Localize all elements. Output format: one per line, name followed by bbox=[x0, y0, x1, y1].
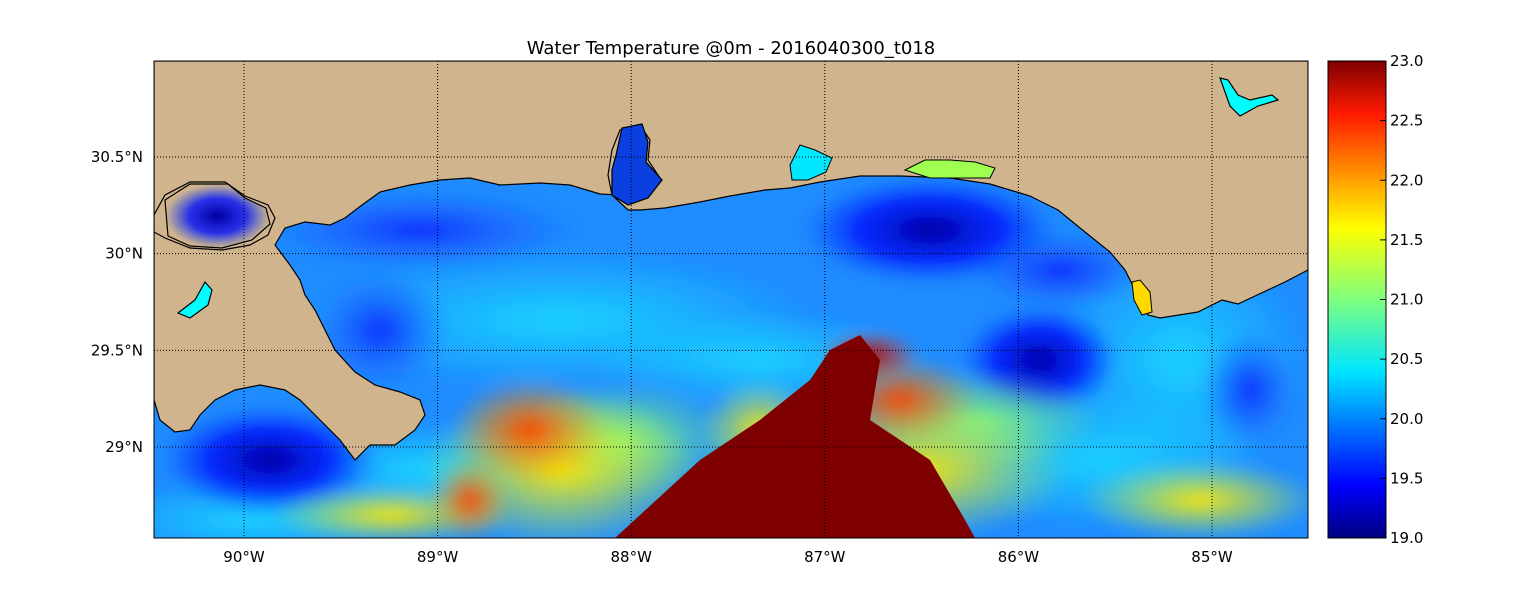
bay-east bbox=[789, 144, 833, 181]
longitude-tick-label: 87°W bbox=[804, 548, 846, 566]
mobile-bay bbox=[611, 123, 663, 206]
colorbar-tick-label: 22.5 bbox=[1390, 112, 1423, 130]
bay-apalachicola bbox=[1131, 279, 1153, 316]
colorbar-tick-label: 19.5 bbox=[1390, 469, 1423, 487]
colorbar bbox=[1327, 60, 1387, 539]
latitude-tick-label: 29.5°N bbox=[91, 341, 143, 359]
latitude-ticks: 30.5°N 30°N 29.5°N 29°N bbox=[91, 148, 143, 456]
latitude-tick-label: 30.5°N bbox=[91, 148, 143, 166]
longitude-tick-label: 85°W bbox=[1191, 548, 1233, 566]
colorbar-tick-label: 20.5 bbox=[1390, 350, 1423, 368]
colorbar-ticks: 23.0 22.5 22.0 21.5 21.0 20.5 20.0 19.5 19.0 bbox=[1380, 52, 1423, 547]
colorbar-tick-label: 20.0 bbox=[1390, 410, 1423, 428]
latitude-tick-label: 30°N bbox=[105, 245, 143, 263]
colorbar-tick-label: 21.5 bbox=[1390, 231, 1423, 249]
longitude-tick-label: 86°W bbox=[998, 548, 1040, 566]
chart-title: Water Temperature @0m - 2016040300_t018 bbox=[527, 38, 936, 59]
colorbar-tick-label: 23.0 bbox=[1390, 52, 1423, 70]
lake-north-east bbox=[1219, 77, 1280, 117]
latitude-tick-label: 29°N bbox=[105, 438, 143, 456]
colorbar-tick-label: 21.0 bbox=[1390, 291, 1423, 309]
colorbar-tick-label: 22.0 bbox=[1390, 171, 1423, 189]
longitude-tick-label: 88°W bbox=[610, 548, 652, 566]
plot-frame bbox=[153, 60, 1309, 539]
longitude-ticks: 90°W 89°W 88°W 87°W 86°W 85°W bbox=[223, 548, 1233, 566]
land-mass bbox=[154, 61, 1308, 461]
graticule bbox=[154, 61, 1308, 538]
colorbar-tick-label: 19.0 bbox=[1390, 529, 1423, 547]
longitude-tick-label: 89°W bbox=[417, 548, 459, 566]
longitude-tick-label: 90°W bbox=[223, 548, 265, 566]
lake-west-small bbox=[176, 280, 213, 319]
map-area bbox=[154, 61, 1308, 538]
warm-core-region bbox=[615, 335, 975, 538]
bay-east-2 bbox=[903, 159, 996, 179]
